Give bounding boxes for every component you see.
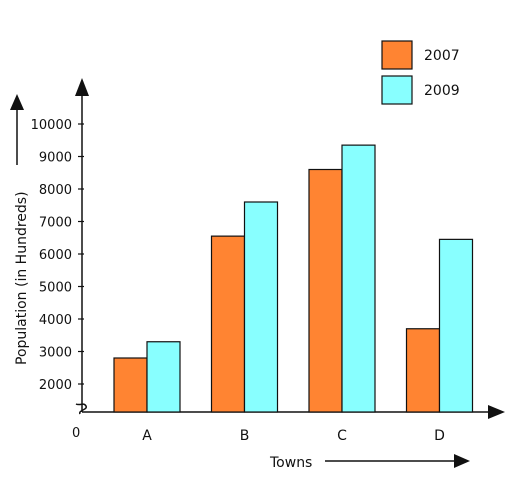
bar-A-2009: [146, 341, 181, 413]
y-tick-label: 6000: [39, 248, 72, 263]
x-axis-title-group: Towns: [269, 454, 470, 471]
bar-C-2009: [341, 144, 376, 413]
y-tick-label: 7000: [39, 216, 72, 231]
y-tick-label: 3000: [39, 346, 72, 361]
bar-A-2007: [113, 357, 148, 413]
y-axis-title: Population (in Hundreds): [14, 191, 30, 365]
category-label: A: [142, 428, 152, 444]
category-label: D: [434, 428, 445, 444]
legend-label: 2009: [424, 83, 460, 99]
bar-B-2009: [243, 201, 279, 413]
y-tick-label: 8000: [39, 183, 72, 198]
legend-swatch-2009: [381, 75, 413, 105]
category-label: C: [337, 428, 347, 444]
y-axis-title-group: Population (in Hundreds): [10, 94, 30, 365]
legend-label: 2007: [424, 48, 460, 64]
legend-swatch-2007: [381, 40, 413, 70]
category-label: B: [240, 428, 250, 444]
y-axis-title-arrowhead: [10, 94, 24, 110]
y-tick-label: 9000: [39, 151, 72, 166]
origin-label: 0: [72, 426, 80, 441]
x-axis-title: Towns: [269, 455, 312, 471]
bar-B-2007: [210, 235, 246, 413]
bar-D-2009: [438, 238, 474, 413]
x-axis-title-arrowhead: [454, 454, 470, 468]
y-axis-arrowhead: [75, 78, 89, 96]
x-axis-arrowhead: [488, 405, 505, 419]
legend: 2007 2009: [381, 40, 460, 105]
bars: [113, 144, 474, 413]
category-labels: A B C D: [142, 428, 445, 444]
bar-C-2007: [308, 168, 343, 413]
bar-D-2007: [405, 328, 441, 413]
axis-break-symbol: [75, 403, 87, 415]
y-tick-label: 10000: [31, 118, 72, 133]
y-tick-label: 4000: [39, 313, 72, 328]
y-tick-label: 2000: [39, 378, 72, 393]
y-tick-labels: 2000 3000 4000 5000 6000 7000 8000 9000 10000: [31, 118, 84, 393]
y-tick-label: 5000: [39, 281, 72, 296]
